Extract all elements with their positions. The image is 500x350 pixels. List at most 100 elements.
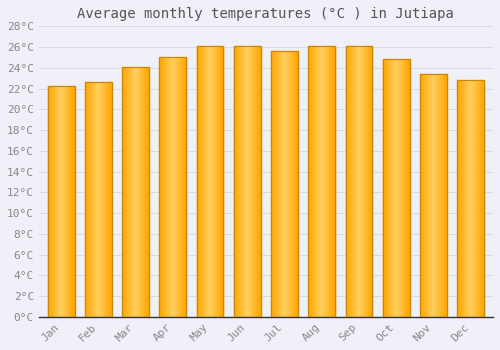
Bar (440, 74, 441, 317)
Bar (474, 80, 475, 317)
Bar (308, 46, 335, 317)
Bar (130, 67, 131, 317)
Bar (96, 82, 97, 317)
Bar (392, 60, 393, 317)
Bar (429, 74, 430, 317)
Bar (322, 46, 323, 317)
Bar (282, 51, 283, 317)
Bar (470, 80, 472, 317)
Bar (349, 46, 350, 317)
Bar (383, 60, 384, 317)
Bar (330, 46, 331, 317)
Bar (464, 80, 465, 317)
Bar (255, 46, 256, 317)
Bar (212, 46, 213, 317)
Bar (422, 74, 423, 317)
Bar (398, 60, 399, 317)
Bar (278, 51, 279, 317)
Bar (326, 46, 327, 317)
Bar (353, 46, 354, 317)
Bar (169, 57, 170, 317)
Bar (334, 46, 335, 317)
Bar (49, 86, 50, 317)
Bar (359, 46, 360, 317)
Bar (174, 57, 175, 317)
Bar (430, 74, 431, 317)
Bar (478, 80, 479, 317)
Bar (435, 74, 436, 317)
Bar (72, 86, 73, 317)
Bar (173, 57, 174, 317)
Bar (271, 51, 272, 317)
Bar (202, 46, 203, 317)
Bar (443, 74, 444, 317)
Bar (244, 46, 245, 317)
Bar (218, 46, 219, 317)
Bar (357, 46, 358, 317)
Bar (351, 46, 352, 317)
Bar (433, 74, 434, 317)
Bar (110, 82, 111, 317)
Bar (318, 46, 319, 317)
Bar (333, 46, 334, 317)
Bar (102, 82, 103, 317)
Bar (132, 67, 133, 317)
Bar (50, 86, 51, 317)
Bar (313, 46, 314, 317)
Bar (108, 82, 109, 317)
Bar (321, 46, 322, 317)
Bar (136, 67, 137, 317)
Bar (106, 82, 107, 317)
Bar (220, 46, 221, 317)
Bar (329, 46, 330, 317)
Bar (328, 46, 329, 317)
Bar (483, 80, 484, 317)
Bar (325, 46, 326, 317)
Bar (407, 60, 408, 317)
Bar (71, 86, 72, 317)
Bar (444, 74, 446, 317)
Bar (324, 46, 325, 317)
Bar (459, 80, 460, 317)
Bar (408, 60, 409, 317)
Bar (250, 46, 251, 317)
Bar (348, 46, 349, 317)
Bar (316, 46, 317, 317)
Bar (283, 51, 284, 317)
Bar (458, 80, 459, 317)
Bar (210, 46, 211, 317)
Bar (176, 57, 177, 317)
Bar (475, 80, 476, 317)
Bar (466, 80, 467, 317)
Bar (171, 57, 172, 317)
Bar (472, 80, 473, 317)
Bar (109, 82, 110, 317)
Bar (245, 46, 246, 317)
Bar (288, 51, 289, 317)
Bar (52, 86, 53, 317)
Bar (364, 46, 365, 317)
Bar (331, 46, 332, 317)
Bar (107, 82, 108, 317)
Bar (317, 46, 318, 317)
Bar (57, 86, 58, 317)
Bar (480, 80, 481, 317)
Bar (51, 86, 52, 317)
Bar (365, 46, 366, 317)
Bar (311, 46, 312, 317)
Bar (126, 67, 127, 317)
Bar (175, 57, 176, 317)
Bar (122, 67, 124, 317)
Bar (68, 86, 69, 317)
Bar (458, 80, 484, 317)
Bar (370, 46, 371, 317)
Bar (58, 86, 59, 317)
Bar (85, 82, 112, 317)
Bar (146, 67, 147, 317)
Bar (272, 51, 273, 317)
Bar (92, 82, 93, 317)
Bar (94, 82, 95, 317)
Bar (235, 46, 236, 317)
Bar (423, 74, 424, 317)
Bar (97, 82, 98, 317)
